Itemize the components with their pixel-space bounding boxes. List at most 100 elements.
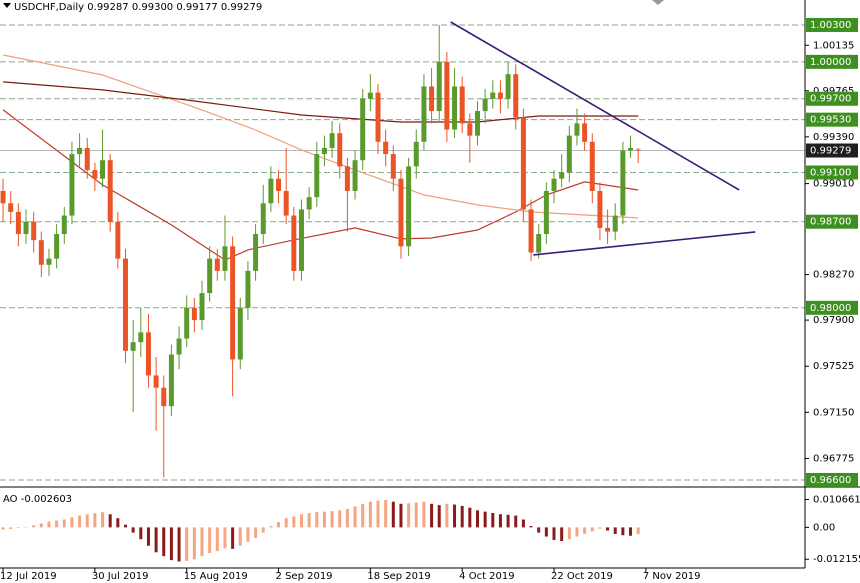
level-box bbox=[806, 91, 858, 106]
candle-body bbox=[543, 190, 549, 235]
candle-body bbox=[490, 92, 496, 99]
candle-body bbox=[513, 74, 519, 118]
candle-body bbox=[46, 258, 52, 265]
candle-body bbox=[314, 154, 320, 198]
candle-body bbox=[383, 141, 389, 155]
candle-body bbox=[566, 135, 572, 173]
ao-bar bbox=[544, 527, 548, 537]
candle-body bbox=[620, 150, 626, 216]
x-tick-label: 2 Sep 2019 bbox=[276, 571, 333, 582]
ao-bar bbox=[131, 527, 135, 533]
ao-bar bbox=[78, 515, 82, 528]
level-label: 0.99700 bbox=[810, 94, 851, 105]
ao-bar bbox=[192, 527, 196, 560]
candle-body bbox=[38, 240, 44, 265]
ao-bar bbox=[70, 517, 74, 528]
candle-body bbox=[8, 203, 14, 212]
ao-bar bbox=[575, 527, 579, 537]
ao-bar bbox=[414, 502, 418, 528]
ao-bar bbox=[277, 522, 281, 528]
candle-body bbox=[421, 86, 427, 142]
ao-bar bbox=[361, 503, 365, 528]
y-tick-label: 0.99010 bbox=[813, 179, 854, 190]
ao-bar bbox=[376, 500, 380, 528]
candle-body bbox=[184, 307, 190, 339]
candle-body bbox=[352, 160, 358, 191]
candle-body bbox=[589, 141, 595, 191]
trendline bbox=[533, 231, 756, 256]
y-tick-label: 0.98270 bbox=[813, 270, 854, 281]
candle-body bbox=[298, 209, 304, 271]
x-tick-label: 22 Oct 2019 bbox=[551, 571, 613, 582]
y-tick-label: 0.97150 bbox=[813, 407, 854, 418]
candle-body bbox=[153, 375, 159, 388]
ao-bar bbox=[315, 512, 319, 528]
level-label: 0.98000 bbox=[810, 303, 851, 314]
ao-title: AO -0.002603 bbox=[3, 494, 72, 505]
ao-panel: 0.010661 0.00 -0.012155 bbox=[1, 494, 860, 565]
candle-body bbox=[23, 221, 29, 235]
candle-body bbox=[291, 215, 297, 271]
ao-bar bbox=[246, 527, 250, 542]
x-tick-label: 7 Nov 2019 bbox=[643, 571, 701, 582]
ao-bar bbox=[468, 507, 472, 528]
ao-bar bbox=[613, 527, 617, 534]
candle-body bbox=[497, 92, 503, 99]
ao-bar bbox=[9, 527, 13, 529]
price-label: 0.99279 bbox=[810, 146, 851, 157]
x-tick-label: 15 Aug 2019 bbox=[184, 571, 248, 582]
ao-bar bbox=[62, 519, 66, 528]
moving-average bbox=[2, 109, 639, 261]
ao-bar bbox=[330, 511, 334, 528]
candle-body bbox=[306, 197, 312, 210]
candle-body bbox=[77, 147, 83, 155]
candle-body bbox=[237, 307, 243, 360]
shift-marker[interactable] bbox=[652, 0, 664, 5]
candle-body bbox=[54, 234, 60, 259]
candle-body bbox=[628, 147, 634, 151]
candle-body bbox=[375, 92, 381, 142]
x-tick-label: 18 Sep 2019 bbox=[367, 571, 430, 582]
ao-bar bbox=[307, 512, 311, 528]
candle-body bbox=[92, 170, 98, 179]
candle-body bbox=[520, 117, 526, 210]
x-tick-label: 4 Oct 2019 bbox=[459, 571, 514, 582]
ao-bar bbox=[353, 506, 357, 528]
axes: 1.00135 0.99765 0.99390 0.99010 0.98270 0.979… bbox=[0, 17, 858, 582]
candle-body bbox=[268, 178, 274, 204]
chart-title: USDCHF,Daily 0.99287 0.99300 0.99177 0.9… bbox=[14, 2, 262, 13]
ao-bar bbox=[116, 518, 120, 528]
candle-body bbox=[260, 203, 266, 235]
candle-body bbox=[222, 246, 228, 271]
candle-body bbox=[0, 190, 6, 204]
candle-body bbox=[214, 258, 220, 271]
menu-icon[interactable] bbox=[3, 3, 11, 8]
y-tick-label: 0.97900 bbox=[813, 315, 854, 326]
ao-bar bbox=[299, 514, 303, 528]
ao-bar bbox=[552, 527, 556, 540]
candle-body bbox=[635, 149, 641, 151]
candle-body bbox=[176, 338, 182, 355]
candle-body bbox=[413, 141, 419, 167]
ao-bar bbox=[292, 516, 296, 528]
candle-body bbox=[107, 160, 113, 222]
candle-body bbox=[398, 178, 404, 247]
candle-body bbox=[444, 61, 450, 130]
ao-bar bbox=[636, 527, 640, 535]
candle-body bbox=[283, 190, 289, 216]
ao-bar bbox=[322, 511, 326, 528]
y-tick-label: 1.00135 bbox=[813, 40, 854, 51]
ao-bar bbox=[521, 519, 525, 528]
candle-body bbox=[429, 86, 435, 112]
ao-bar bbox=[606, 527, 610, 531]
ao-bar bbox=[269, 526, 273, 528]
ao-bar bbox=[215, 527, 219, 551]
candle-body bbox=[452, 86, 458, 130]
level-box bbox=[806, 54, 858, 69]
ao-tick-label: -0.012155 bbox=[813, 554, 860, 565]
candle-body bbox=[344, 166, 350, 191]
ao-bar bbox=[177, 527, 181, 562]
candle-body bbox=[199, 293, 205, 321]
candle-body bbox=[191, 307, 197, 321]
